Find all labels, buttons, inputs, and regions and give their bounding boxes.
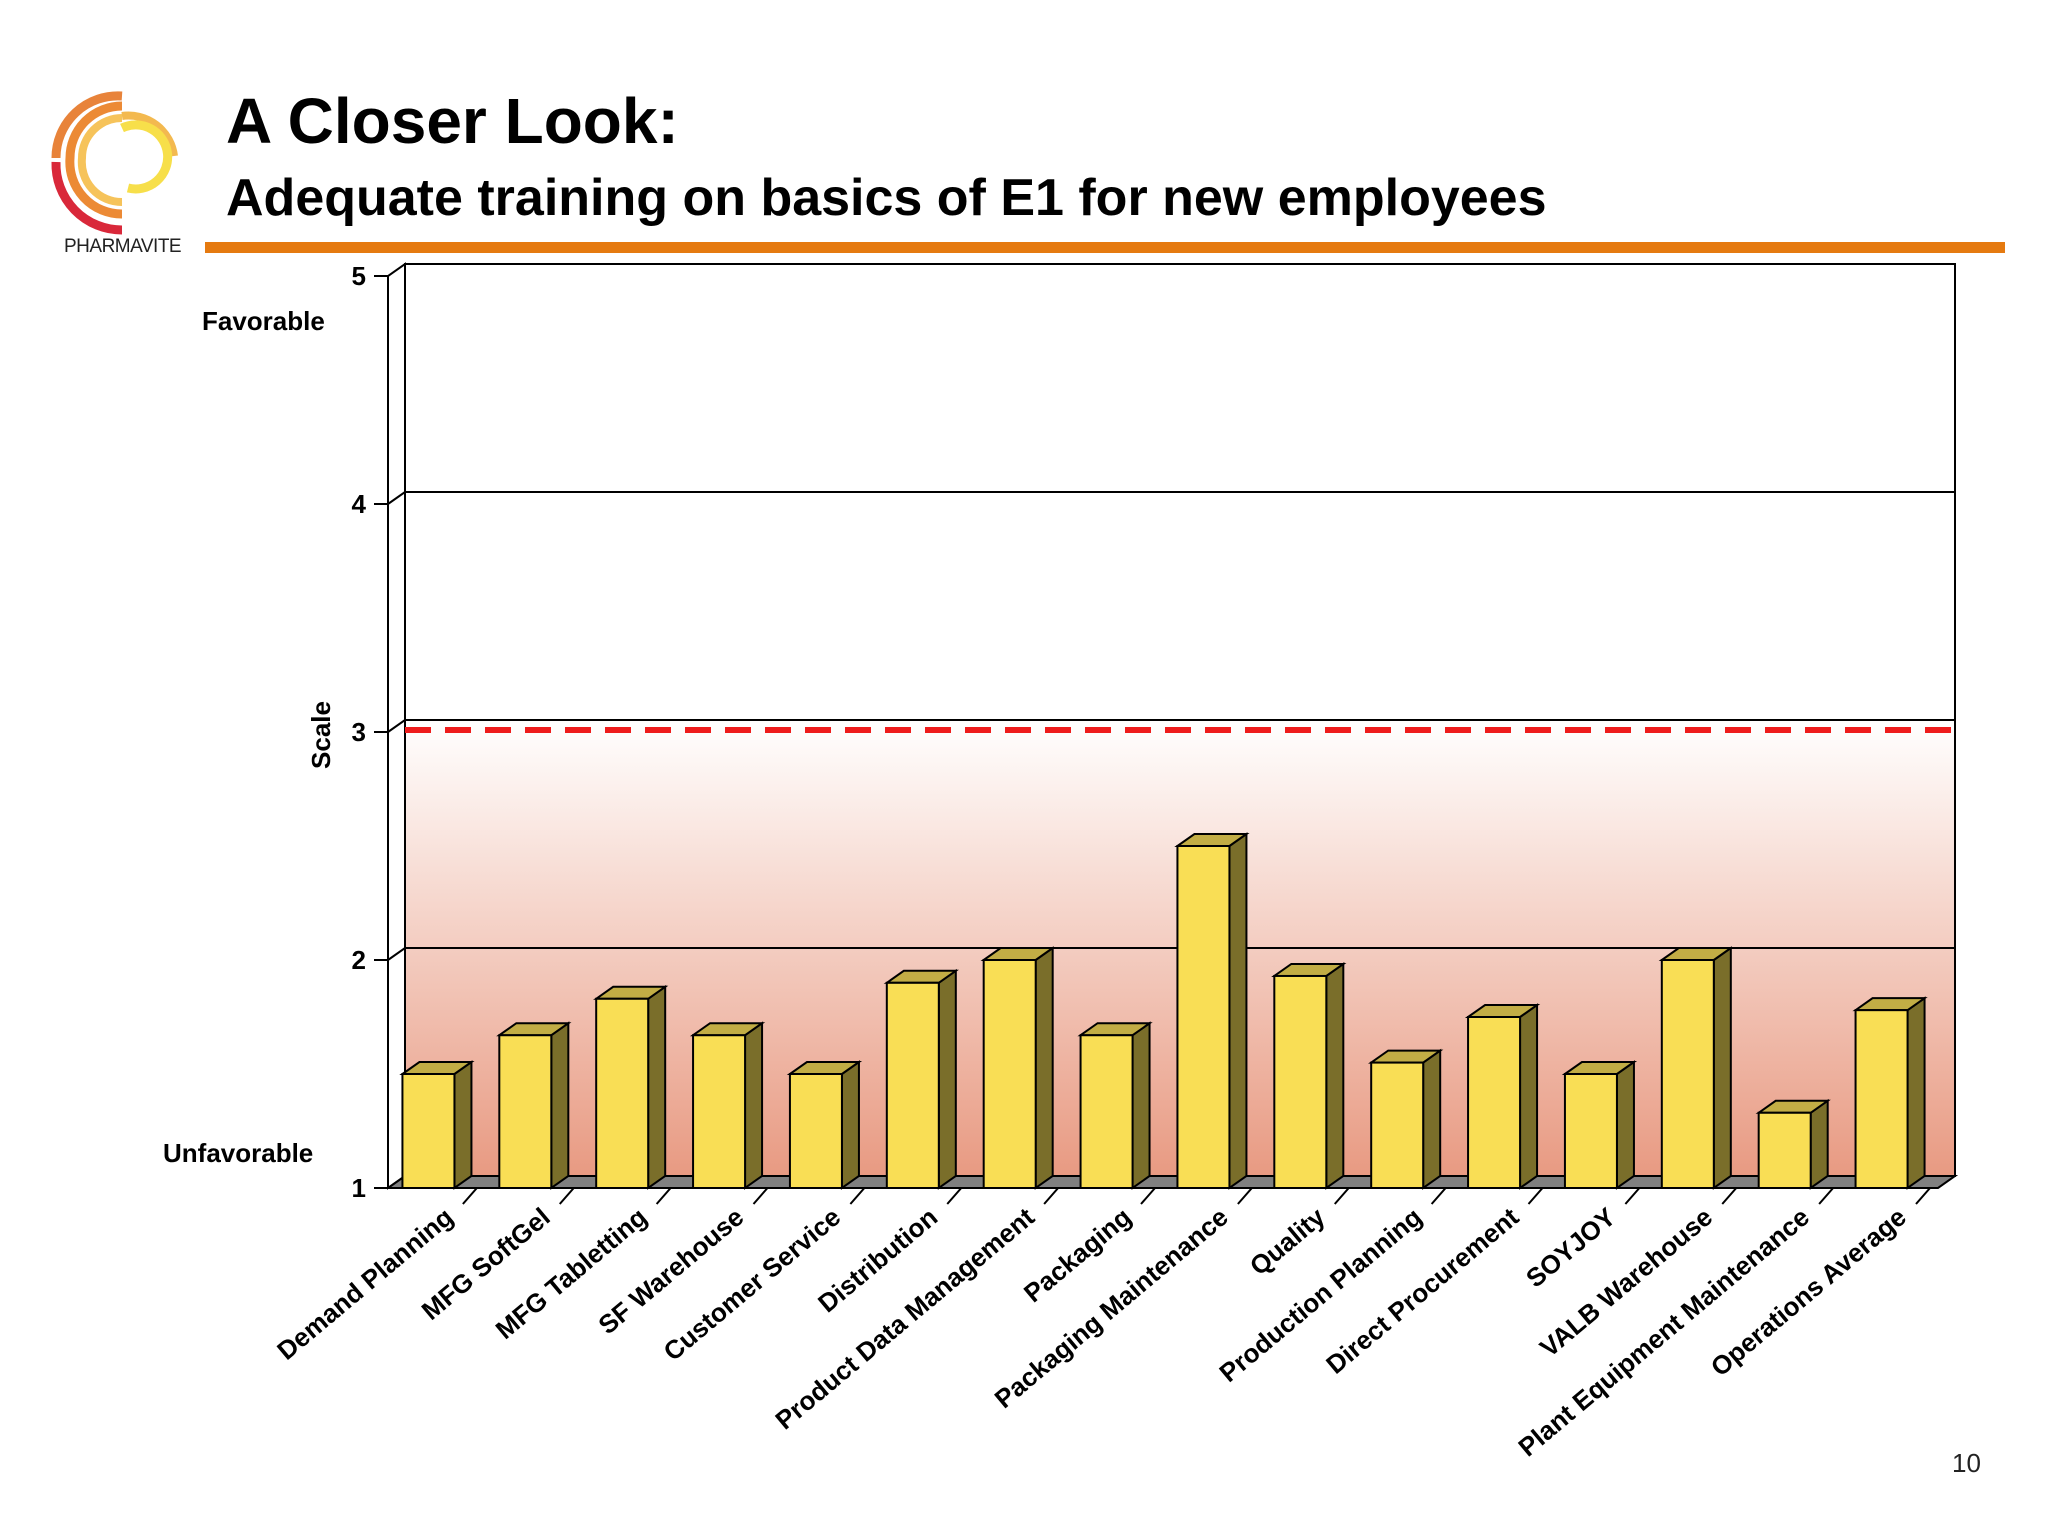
bar bbox=[1852, 996, 1928, 1190]
bar bbox=[593, 984, 669, 1190]
bar-side bbox=[1228, 832, 1248, 1190]
bar-front bbox=[1660, 959, 1715, 1189]
x-tick-label: Quality bbox=[1244, 1201, 1331, 1281]
bar-front bbox=[498, 1034, 553, 1189]
y-tick-label: 3 bbox=[352, 717, 366, 747]
bar-side bbox=[937, 968, 957, 1190]
bar-front bbox=[1176, 845, 1231, 1189]
x-tick bbox=[1818, 1187, 1834, 1205]
bar-front bbox=[692, 1034, 747, 1189]
bar-front bbox=[1370, 1061, 1425, 1189]
bar bbox=[689, 1021, 766, 1190]
x-tick bbox=[946, 1187, 963, 1205]
gridline bbox=[387, 719, 1955, 733]
x-tick bbox=[462, 1187, 478, 1205]
y-tick-label: 5 bbox=[352, 261, 366, 291]
bar bbox=[1077, 1021, 1153, 1190]
bar-side bbox=[550, 1021, 570, 1190]
bar bbox=[1658, 946, 1734, 1190]
x-tick bbox=[1915, 1187, 1931, 1205]
x-tick bbox=[1237, 1187, 1253, 1205]
bar-side bbox=[647, 984, 667, 1190]
gridline bbox=[387, 491, 1955, 505]
x-tick-label: Demand Planning bbox=[271, 1202, 458, 1366]
y-axis-label: Scale bbox=[306, 701, 336, 769]
favorable-label: Favorable bbox=[202, 306, 325, 336]
bar-side bbox=[744, 1021, 764, 1190]
bar-side bbox=[1422, 1048, 1442, 1190]
brand-name: PHARMAVITE bbox=[64, 236, 182, 257]
x-tick bbox=[655, 1187, 672, 1205]
bar-front bbox=[1079, 1034, 1134, 1189]
bar-front bbox=[1563, 1073, 1618, 1189]
x-tick-label: Customer Service bbox=[658, 1202, 847, 1367]
bar bbox=[1464, 1003, 1541, 1190]
x-tick bbox=[1333, 1187, 1350, 1205]
bar bbox=[1368, 1048, 1444, 1190]
bar bbox=[786, 1060, 863, 1190]
bar-front bbox=[788, 1073, 843, 1189]
bar bbox=[980, 946, 1056, 1190]
bar bbox=[1561, 1060, 1638, 1190]
page-subtitle: Adequate training on basics of E1 for ne… bbox=[226, 169, 1547, 227]
bar bbox=[399, 1060, 475, 1190]
unfavorable-label: Unfavorable bbox=[163, 1138, 314, 1168]
bar-front bbox=[1467, 1016, 1522, 1189]
bar-side bbox=[1325, 962, 1345, 1190]
x-tick bbox=[1043, 1187, 1059, 1205]
bar bbox=[1174, 832, 1250, 1190]
bar-side bbox=[1712, 946, 1732, 1190]
bar bbox=[1755, 1098, 1831, 1190]
bar-side bbox=[840, 1060, 860, 1190]
bar-side bbox=[453, 1060, 473, 1190]
x-tick bbox=[1721, 1187, 1738, 1205]
page-title: A Closer Look: bbox=[226, 85, 679, 157]
y-tick-label: 2 bbox=[352, 945, 366, 975]
gridline bbox=[387, 947, 1955, 961]
bar-front bbox=[885, 981, 940, 1189]
x-tick bbox=[1430, 1187, 1447, 1205]
bar bbox=[883, 968, 959, 1190]
x-tick bbox=[558, 1187, 575, 1205]
bar-front bbox=[1854, 1009, 1909, 1189]
bar-side bbox=[1519, 1003, 1539, 1190]
bar-side bbox=[1809, 1098, 1829, 1190]
bar bbox=[496, 1021, 572, 1190]
page-number: 10 bbox=[1952, 1448, 1981, 1478]
title-divider bbox=[205, 242, 2005, 253]
y-tick-label: 1 bbox=[352, 1173, 366, 1203]
pharmavite-logo bbox=[51, 91, 178, 235]
bar-front bbox=[982, 959, 1037, 1189]
bar-front bbox=[1757, 1111, 1812, 1190]
bar-side bbox=[1615, 1060, 1635, 1190]
x-tick bbox=[1140, 1187, 1156, 1205]
y-tick-label: 4 bbox=[352, 489, 367, 519]
x-tick-label: VALB Warehouse bbox=[1534, 1202, 1718, 1363]
x-tick bbox=[1527, 1187, 1544, 1205]
bar bbox=[1271, 962, 1347, 1190]
bar-side bbox=[1906, 996, 1926, 1190]
bar-front bbox=[401, 1073, 456, 1189]
x-tick bbox=[849, 1187, 866, 1205]
x-tick bbox=[1624, 1187, 1641, 1205]
bar-front bbox=[595, 997, 650, 1190]
bar-front bbox=[1273, 974, 1328, 1190]
bar-side bbox=[1131, 1021, 1151, 1190]
bar-side bbox=[1034, 946, 1054, 1190]
x-tick bbox=[752, 1187, 769, 1205]
